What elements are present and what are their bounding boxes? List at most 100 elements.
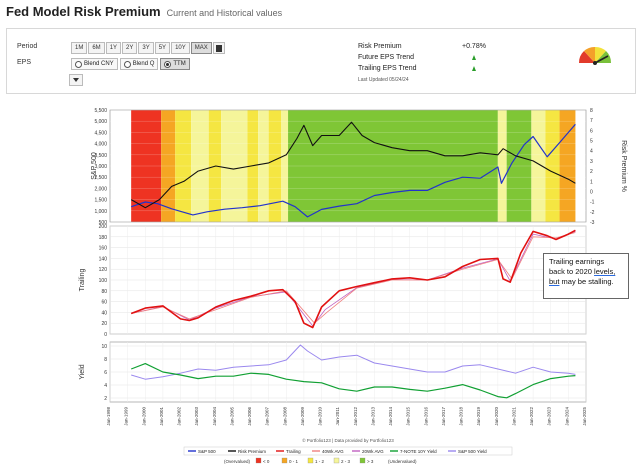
settings-panel: Period 1M 6M 1Y 2Y 3Y 5Y 10Y MAX EPS Ble…	[6, 28, 636, 94]
x-tick-label: Jan-2007	[265, 407, 270, 426]
legend-label[interactable]: Risk Premium	[238, 449, 266, 454]
y2-tick-label: 1	[590, 179, 593, 185]
page-title: Fed Model Risk Premium	[6, 4, 161, 19]
legend-label[interactable]: S&P 500	[198, 449, 216, 454]
series-line-s-p-500	[131, 123, 576, 218]
zone-swatch	[281, 457, 288, 464]
legend-label[interactable]: 20Wk AVG	[362, 449, 384, 454]
zone-label: 1 - 2	[315, 459, 325, 464]
y-tick-label: 140	[99, 256, 108, 262]
y-tick-label: 3,000	[94, 164, 107, 170]
period-6m-button[interactable]: 6M	[88, 42, 105, 54]
legend-label[interactable]: S&P 500 Yield	[458, 449, 487, 454]
legend-label[interactable]: 7-NOTE 10Y Yield	[400, 449, 437, 454]
y-tick-label: 180	[99, 235, 108, 241]
valuation-band	[288, 110, 498, 222]
eps-ttm-option[interactable]: TTM	[160, 58, 190, 70]
period-buttons: 1M 6M 1Y 2Y 3Y 5Y 10Y MAX	[71, 42, 225, 54]
valuation-band	[281, 110, 289, 222]
y-tick-label: 60	[101, 300, 107, 306]
risk-premium-label: Risk Premium	[358, 43, 402, 50]
y-tick-label: 100	[99, 278, 108, 284]
title-bar: Fed Model Risk Premium Current and Histo…	[6, 4, 282, 22]
valuation-band	[221, 110, 248, 222]
y-tick-label: 6	[104, 370, 107, 376]
y2-tick-label: 8	[590, 108, 593, 114]
eps-blend-cny-option[interactable]: Blend CNY	[71, 58, 118, 70]
legend-frame	[183, 446, 513, 456]
radio-icon	[75, 60, 82, 68]
y-tick-label: 8	[104, 357, 107, 363]
period-max-button[interactable]: MAX	[190, 42, 212, 54]
y2-tick-label: 4	[590, 149, 593, 155]
valuation-band	[175, 110, 192, 222]
zone-swatch	[359, 457, 366, 464]
y2-tick-label: -3	[590, 220, 595, 226]
axes: 5,500 5,000 4,500 4,000 3,500 3,000 2,500 2,000…	[94, 108, 594, 402]
eps-blend-q-option[interactable]: Blend Q	[119, 58, 159, 70]
x-tick-label: Jan-2011	[335, 407, 340, 426]
series-line-trailing	[130, 229, 576, 329]
zone-label: 0 - 1	[289, 459, 299, 464]
y-tick-label: 2,000	[94, 186, 107, 192]
legend-label[interactable]: 40Wk AVG	[322, 449, 344, 454]
x-axis-labels: Jan-1998 Jan-1999 Jan-2000 Jan-2001 Jan-2002…	[106, 407, 587, 426]
radio-selected-icon	[164, 60, 172, 68]
page-subtitle: Current and Historical values	[166, 8, 283, 18]
y-tick-label: 4,500	[94, 130, 107, 136]
period-5y-button[interactable]: 5Y	[154, 42, 171, 54]
annotation-line-1: Trailing earnings	[549, 257, 605, 266]
calendar-button[interactable]	[212, 42, 225, 54]
x-tick-label: Jan-2024	[564, 407, 569, 426]
x-tick-label: Jan-2018	[459, 407, 464, 426]
period-1y-button[interactable]: 1Y	[105, 42, 122, 54]
y-tick-label: 4	[104, 383, 107, 389]
period-1m-button[interactable]: 1M	[71, 42, 88, 54]
series-line-s-p-500-yield	[131, 344, 576, 380]
download-icon	[73, 78, 79, 82]
y-tick-label: 40	[101, 310, 107, 316]
download-button[interactable]	[69, 74, 83, 86]
series-line-20wk-avg	[131, 231, 576, 327]
y-tick-label: 20	[101, 321, 107, 327]
gauge-icon	[578, 46, 612, 65]
last-updated: Last Updated 05/24/24	[358, 77, 409, 83]
zone-label: > 3	[367, 459, 374, 464]
future-eps-up-arrow-icon	[472, 55, 476, 60]
zone-label: < 0	[263, 459, 270, 464]
panel-3-ylabel: Yield	[79, 364, 86, 379]
annotation-underlined: levels,	[594, 267, 616, 276]
trailing-eps-up-arrow-icon	[472, 66, 476, 71]
y-tick-label: 0	[104, 332, 107, 338]
annotation-text: may be stalling.	[559, 277, 614, 286]
calendar-icon	[215, 44, 222, 52]
period-10y-button[interactable]: 10Y	[171, 42, 190, 54]
y-tick-label: 80	[101, 289, 107, 295]
x-tick-label: Jan-2005	[229, 407, 234, 426]
y2-tick-label: -1	[590, 200, 595, 206]
x-tick-label: Jan-1999	[124, 407, 129, 426]
zone-label: 2 - 3	[341, 459, 351, 464]
x-tick-label: Jan-2025	[582, 407, 587, 426]
period-3y-button[interactable]: 3Y	[138, 42, 154, 54]
zone-overvalued-label: (Overvalued)	[224, 459, 251, 464]
x-tick-label: Jan-2023	[547, 407, 552, 426]
x-tick-label: Jan-2017	[441, 407, 446, 426]
annotation-text: back to 2020	[549, 267, 595, 276]
series	[130, 121, 576, 399]
legend-label[interactable]: Trailing	[286, 449, 301, 454]
annotation-line-3: but may be stalling.	[549, 277, 623, 287]
x-tick-label: Jan-2003	[194, 407, 199, 426]
x-tick-label: Jan-2015	[406, 407, 411, 426]
x-tick-label: Jan-2010	[318, 407, 323, 426]
zone-undervalued-label: (Undervalued)	[388, 459, 417, 464]
x-tick-label: Jan-2021	[511, 407, 516, 426]
eps-option-label: TTM	[173, 61, 186, 67]
y-tick-label: 5,500	[94, 108, 107, 114]
x-tick-label: Jan-2012	[353, 407, 358, 426]
period-2y-button[interactable]: 2Y	[122, 42, 138, 54]
annotation-line-2: back to 2020 levels,	[549, 267, 623, 277]
y2-tick-label: 7	[590, 118, 593, 124]
x-tick-label: Jan-2009	[300, 407, 305, 426]
valuation-band	[191, 110, 209, 222]
